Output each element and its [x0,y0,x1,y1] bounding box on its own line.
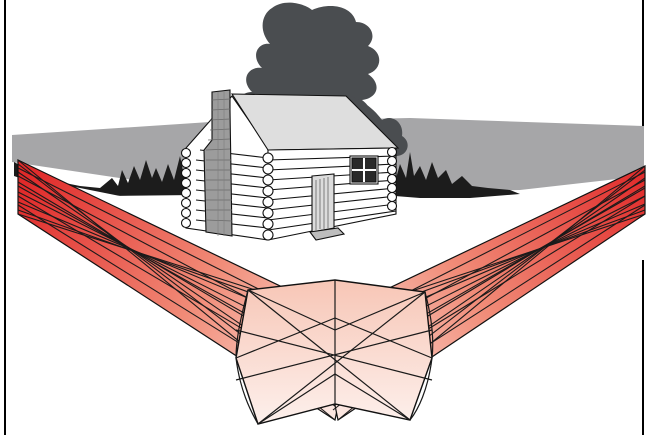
log-cabin [180,89,400,241]
window [349,155,379,185]
cabin-roof [230,93,400,151]
log-ends-left [180,147,192,229]
frame-left-border [4,0,6,435]
log-ends-corner [262,152,274,241]
stone-chimney [203,89,233,237]
log-ends-right [386,146,398,212]
beam-intersection [235,279,434,425]
door [309,173,346,241]
